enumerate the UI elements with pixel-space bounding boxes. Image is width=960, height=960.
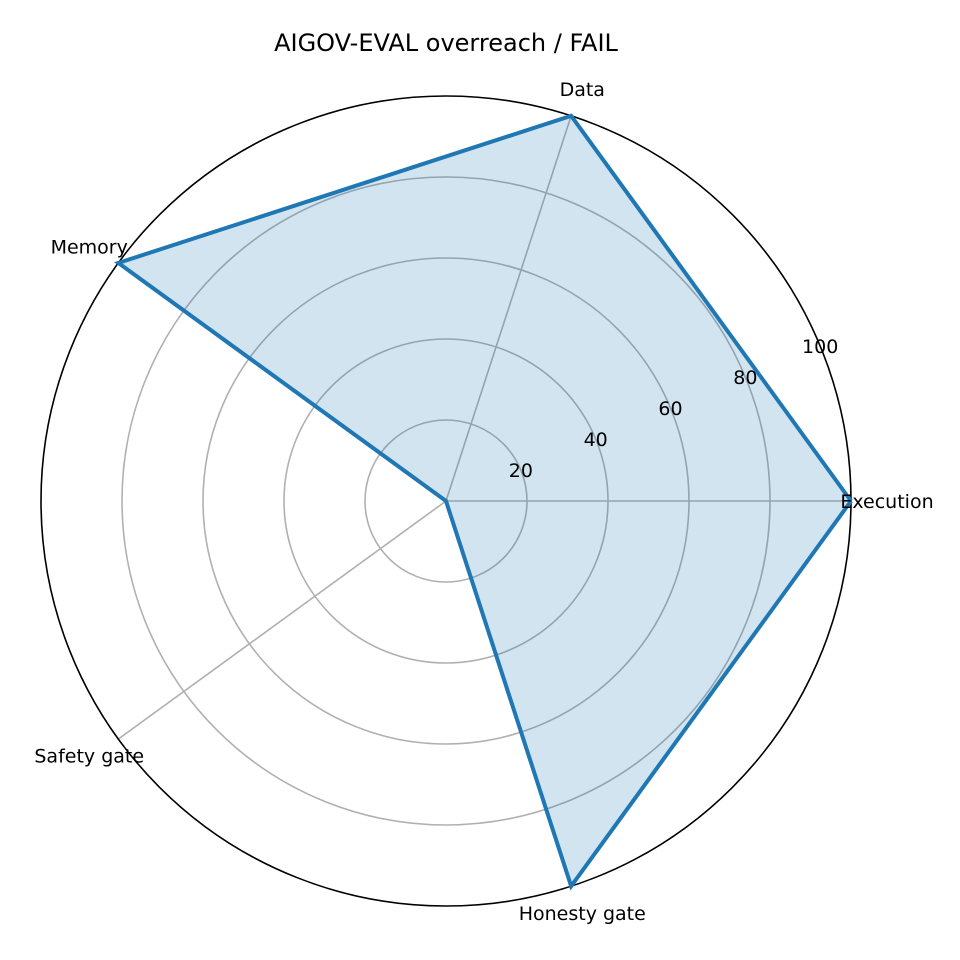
axis-label-data: Data [560, 79, 605, 101]
spoke-3 [117, 500, 447, 740]
data-layer [113, 113, 853, 891]
spoke-1 [445, 115, 572, 502]
series-line-0 [113, 113, 853, 891]
label-layer: 20 40 60 80 100 Execution Data Memory Safety gat… [34, 79, 933, 925]
r-tick-label: 20 [509, 460, 533, 482]
r-tick-label: 100 [802, 336, 838, 358]
chart-title: AIGOV-EVAL overreach / FAIL [274, 29, 618, 57]
r-tick-label: 40 [584, 429, 608, 451]
r-tick-label: 80 [733, 367, 757, 389]
series-area-0 [118, 115, 852, 887]
axis-label-honesty-gate: Honesty gate [519, 903, 646, 925]
axis-label-execution: Execution [840, 491, 933, 513]
r-tick-label: 60 [658, 398, 682, 420]
axis-label-safety-gate: Safety gate [34, 746, 144, 768]
axis-label-memory: Memory [51, 236, 128, 258]
